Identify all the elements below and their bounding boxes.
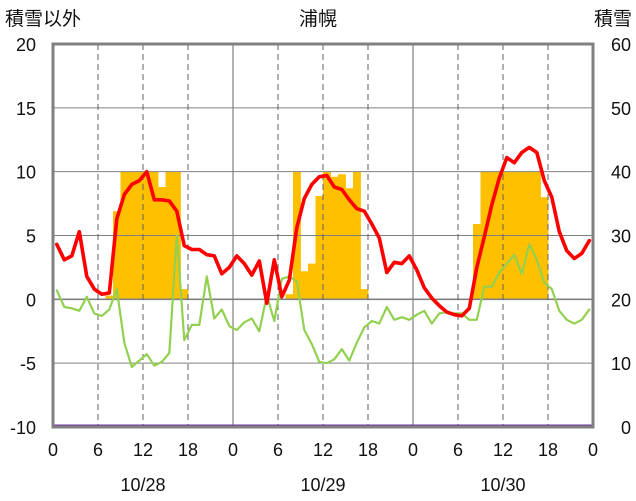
grid-lines [53,44,593,427]
right-axis-title: 積雪 [593,8,632,30]
x-hour-tick-label: 6 [93,440,103,460]
snow-bar [105,295,114,300]
snow-bar [540,197,549,300]
left-tick-label: 15 [16,99,36,119]
left-axis-title: 積雪以外 [5,8,82,30]
x-hour-tick-label: 12 [493,440,513,460]
x-hour-tick-label: 12 [133,440,153,460]
x-hour-tick-label: 6 [273,440,283,460]
snow-bar [330,176,339,300]
snow-bar [300,271,309,300]
snow-bar [315,195,324,300]
x-hour-tick-label: 0 [228,440,238,460]
left-tick-label: 10 [16,163,36,183]
x-hour-tick-label: 18 [538,440,558,460]
x-date-label: 10/30 [480,475,525,495]
snow-bar [180,289,189,300]
right-tick-label: 20 [611,290,631,310]
right-tick-label: 50 [611,99,631,119]
left-tick-label: 0 [26,290,36,310]
snow-bar [113,211,121,300]
x-hour-tick-label: 12 [313,440,333,460]
x-hour-tick-label: 0 [588,440,598,460]
left-tick-label: 20 [16,35,36,55]
right-tick-label: 0 [621,418,631,438]
snow-bar [360,289,369,300]
left-tick-label: -5 [20,354,36,374]
snow-bar [158,186,166,300]
right-tick-label: 30 [611,227,631,247]
red-series-line [54,145,592,318]
snow-bar [345,188,354,300]
snow-bar [285,294,294,300]
right-tick-label: 10 [611,354,631,374]
plot-frame [51,42,595,429]
left-tick-label: -10 [10,418,36,438]
x-hour-tick-label: 18 [178,440,198,460]
green-series-line [55,234,591,369]
left-tick-label: 5 [26,227,36,247]
chart-title: 浦幌 [298,8,338,30]
snow-bar [308,263,316,300]
x-hour-tick-label: 0 [408,440,418,460]
right-tick-label: 60 [611,35,631,55]
snow-bar [338,174,346,300]
x-date-label: 10/29 [300,475,345,495]
right-tick-label: 40 [611,163,631,183]
x-hour-tick-label: 6 [453,440,463,460]
x-hour-tick-label: 0 [48,440,58,460]
x-hour-tick-label: 18 [358,440,378,460]
plot-border [51,42,595,429]
x-date-label: 10/28 [120,475,165,495]
